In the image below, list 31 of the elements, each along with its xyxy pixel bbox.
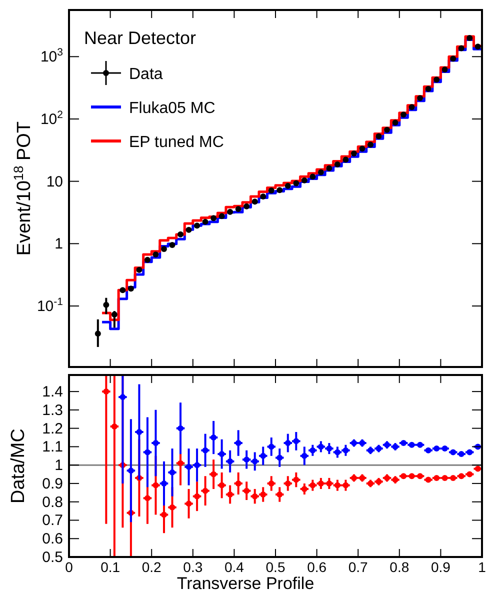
x-tick-label: 1 xyxy=(478,559,486,575)
y-tick-label: 10$^{2}$ xyxy=(40,108,64,128)
y-tick-label: 0.9 xyxy=(42,475,63,492)
y-tick-label: 1 xyxy=(54,457,63,474)
x-tick-label: 0.8 xyxy=(390,559,410,575)
y-tick-label: 0.7 xyxy=(42,512,63,530)
y-tick-label: 1 xyxy=(54,236,63,253)
y-tick-label: 10$^{3}$ xyxy=(40,46,64,66)
legend-title: Near Detector xyxy=(84,28,196,48)
x-tick-label: 0 xyxy=(65,559,74,575)
x-axis-title: Transverse Profile xyxy=(176,574,314,592)
y-tick-label: 1.1 xyxy=(42,438,63,456)
y-tick-label: 1.3 xyxy=(42,402,63,419)
legend-label: Data xyxy=(129,66,163,83)
x-tick-label: 0.7 xyxy=(348,559,368,575)
y-tick-label: 0.8 xyxy=(42,494,63,511)
y-tick-label: 10 xyxy=(46,173,63,190)
legend-label: EP tuned MC xyxy=(129,134,224,151)
x-tick-label: 0.3 xyxy=(183,559,203,575)
y-tick-label: 10$^{-1}$ xyxy=(36,296,64,315)
x-tick-label: 0.6 xyxy=(307,559,327,575)
y-tick-label: 1.2 xyxy=(42,420,63,438)
x-tick-label: 0.5 xyxy=(266,559,286,575)
legend-label: Fluka05 MC xyxy=(129,100,216,117)
x-tick-label: 0.9 xyxy=(430,559,451,575)
y-tick-label: 1.4 xyxy=(42,384,63,401)
y-tick-label: 0.6 xyxy=(42,530,63,548)
y-axis-title: Data/MC xyxy=(8,428,29,504)
x-tick-label: 0.4 xyxy=(224,559,244,575)
x-tick-label: 0.1 xyxy=(100,559,120,575)
x-tick-label: 0.2 xyxy=(142,559,162,575)
